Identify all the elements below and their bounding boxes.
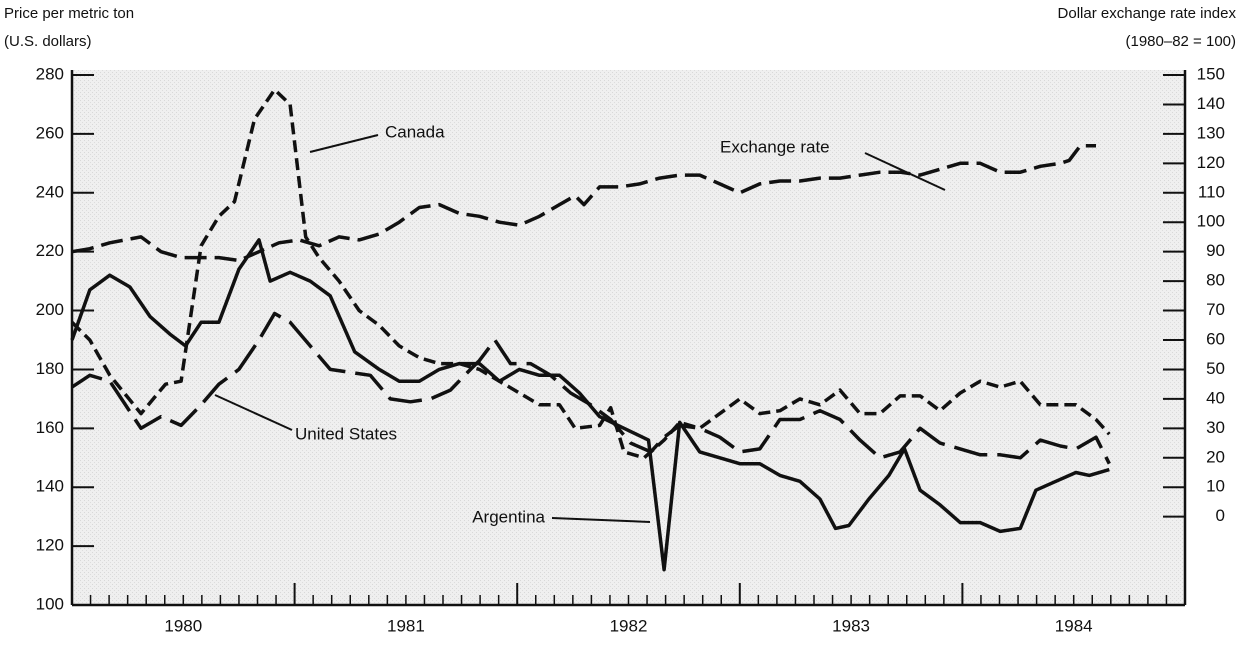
y-tick-label: 120 <box>36 536 64 555</box>
y-tick-label: 100 <box>36 594 64 613</box>
y2-tick-label: 50 <box>1206 359 1225 378</box>
y2-tick-label: 30 <box>1206 418 1225 437</box>
annotation: Canada <box>385 122 445 141</box>
y2-tick-label: 10 <box>1206 477 1225 496</box>
y-tick-label: 220 <box>36 241 64 260</box>
y-tick-label: 200 <box>36 300 64 319</box>
y-axis-label: (U.S. dollars) <box>4 33 92 50</box>
annotation: Exchange rate <box>720 137 830 156</box>
y2-tick-label: 90 <box>1206 241 1225 260</box>
annotation-leader <box>309 134 379 153</box>
y-tick-label: 180 <box>36 359 64 378</box>
y2-axis-label: Dollar exchange rate index <box>1058 5 1237 22</box>
annotation: Argentina <box>472 507 545 526</box>
y2-tick-label: 130 <box>1197 123 1225 142</box>
x-tick-label: 1982 <box>610 616 648 635</box>
y-tick-label: 260 <box>36 123 64 142</box>
x-tick-label: 1980 <box>164 616 202 635</box>
x-tick-label: 1984 <box>1055 616 1093 635</box>
line-argentina <box>70 238 1110 572</box>
y2-tick-label: 60 <box>1206 329 1225 348</box>
x-tick-label: 1981 <box>387 616 425 635</box>
annotation: United States <box>295 424 397 443</box>
y2-tick-label: 0 <box>1216 506 1225 525</box>
plot-background <box>72 70 1185 605</box>
annotation-leader <box>864 152 946 191</box>
y2-tick-label: 70 <box>1206 300 1225 319</box>
line-canada <box>70 87 1111 460</box>
y2-tick-label: 40 <box>1206 388 1225 407</box>
y2-tick-label: 100 <box>1197 212 1225 231</box>
y-tick-label: 160 <box>36 418 64 437</box>
x-tick-label: 1983 <box>832 616 870 635</box>
line-exchange-rate <box>71 143 1096 263</box>
y-tick-label: 280 <box>36 64 64 83</box>
y-axis-label: Price per metric ton <box>4 5 134 22</box>
y2-tick-label: 80 <box>1206 271 1225 290</box>
y-tick-label: 140 <box>36 477 64 496</box>
y2-tick-label: 140 <box>1197 94 1225 113</box>
y2-tick-label: 20 <box>1206 447 1225 466</box>
y-tick-label: 240 <box>36 182 64 201</box>
annotation-leader <box>214 394 293 431</box>
y2-tick-label: 150 <box>1197 64 1225 83</box>
line-united-states <box>71 311 1111 465</box>
y2-tick-label: 110 <box>1198 182 1225 201</box>
y2-tick-label: 120 <box>1197 153 1225 172</box>
annotation-leader <box>551 517 651 523</box>
y2-axis-label: (1980–82 = 100) <box>1125 33 1236 50</box>
